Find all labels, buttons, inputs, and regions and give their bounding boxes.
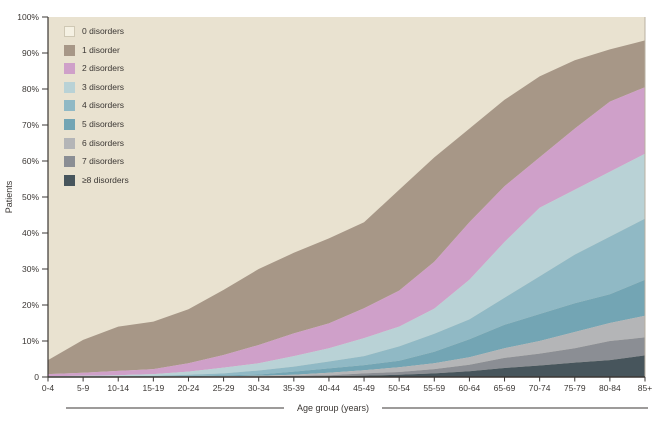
y-tick-label-50%: 50%: [22, 192, 39, 202]
y-tick-label-30%: 30%: [22, 264, 39, 274]
legend-label: 4 disorders: [82, 100, 125, 111]
y-tick-label-40%: 40%: [22, 228, 39, 238]
area-1-disorder: [48, 40, 645, 375]
legend-swatch-6-disorders: [64, 137, 75, 149]
legend-label: 5 disorders: [82, 118, 125, 129]
x-tick-label-55-59: 55-59: [423, 383, 445, 393]
x-tick-label-30-34: 30-34: [248, 383, 270, 393]
x-tick-label-35-39: 35-39: [283, 383, 305, 393]
x-tick-label-5-9: 5-9: [77, 383, 90, 393]
legend-swatch-0-disorders: [64, 26, 75, 37]
legend-item-1-disorder: 1 disorder: [64, 44, 129, 56]
legend-label: 6 disorders: [82, 137, 125, 148]
legend-label: 2 disorders: [82, 63, 125, 74]
y-tick-label-90%: 90%: [22, 48, 39, 58]
x-axis-title: Age group (years): [297, 403, 369, 413]
x-tick-label-20-24: 20-24: [178, 383, 200, 393]
x-tick-label-70-74: 70-74: [529, 383, 551, 393]
legend-swatch-5-disorders: [64, 118, 75, 130]
x-tick-label-10-14: 10-14: [107, 383, 129, 393]
y-tick-label-0: 0: [34, 372, 39, 382]
y-tick-label-100%: 100%: [17, 12, 39, 22]
legend-swatch-2-disorders: [64, 63, 75, 75]
legend-item-5-disorders: 5 disorders: [64, 118, 129, 130]
legend-swatch-ge-8-disorders: [64, 174, 75, 186]
legend-swatch-4-disorders: [64, 100, 75, 112]
y-tick-label-20%: 20%: [22, 300, 39, 310]
x-tick-label-0-4: 0-4: [42, 383, 55, 393]
area-5-disorders: [48, 279, 645, 377]
x-tick-label-75-79: 75-79: [564, 383, 586, 393]
legend-item-3-disorders: 3 disorders: [64, 81, 129, 93]
x-tick-label-40-44: 40-44: [318, 383, 340, 393]
legend-item-0-disorders: 0 disorders: [64, 26, 129, 37]
legend-item-6-disorders: 6 disorders: [64, 137, 129, 149]
x-tick-label-60-64: 60-64: [459, 383, 481, 393]
x-tick-label-25-29: 25-29: [213, 383, 235, 393]
y-tick-label-80%: 80%: [22, 84, 39, 94]
area-2-disorders: [48, 87, 645, 377]
legend-label: 3 disorders: [82, 81, 125, 92]
chart-legend: 0 disorders 1 disorder 2 disorders 3 disord…: [64, 26, 129, 186]
x-tick-label-65-69: 65-69: [494, 383, 516, 393]
area-ge-8-disorders: [48, 355, 645, 377]
y-tick-label-60%: 60%: [22, 156, 39, 166]
legend-swatch-1-disorder: [64, 44, 75, 56]
area-4-disorders: [48, 218, 645, 377]
x-tick-label-80-84: 80-84: [599, 383, 621, 393]
area-6-disorders: [48, 315, 645, 377]
y-axis-title: Patients: [4, 180, 14, 213]
legend-item-7-disorders: 7 disorders: [64, 156, 129, 168]
area-3-disorders: [48, 153, 645, 377]
y-tick-label-10%: 10%: [22, 336, 39, 346]
legend-item-4-disorders: 4 disorders: [64, 100, 129, 112]
x-tick-label-45-49: 45-49: [353, 383, 375, 393]
x-tick-label-15-19: 15-19: [142, 383, 164, 393]
legend-item-2-disorders: 2 disorders: [64, 63, 129, 75]
x-tick-label-50-54: 50-54: [388, 383, 410, 393]
area-7-disorders: [48, 337, 645, 377]
legend-label: 1 disorder: [82, 44, 120, 55]
legend-swatch-3-disorders: [64, 81, 75, 93]
legend-label: 0 disorders: [82, 26, 125, 36]
legend-swatch-7-disorders: [64, 156, 75, 168]
legend-label: ≥8 disorders: [82, 174, 129, 185]
x-tick-label-85+: 85+: [638, 383, 652, 393]
y-tick-label-70%: 70%: [22, 120, 39, 130]
legend-item-ge-8-disorders: ≥8 disorders: [64, 174, 129, 186]
legend-label: 7 disorders: [82, 156, 125, 167]
